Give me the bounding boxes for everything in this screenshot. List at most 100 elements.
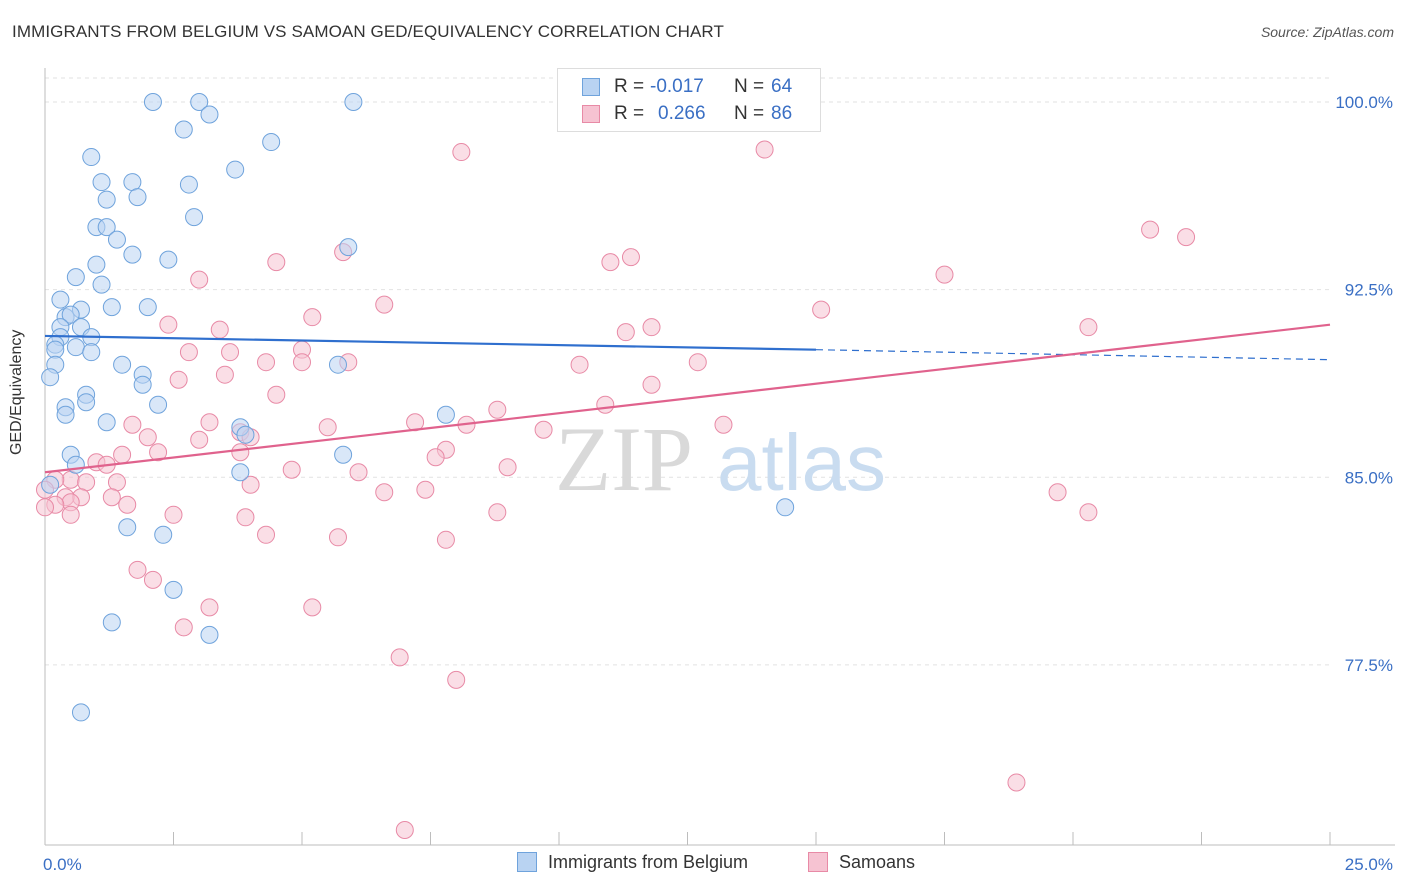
data-point: [149, 395, 168, 414]
data-point: [71, 703, 90, 722]
data-point: [107, 473, 126, 492]
data-point: [118, 518, 137, 537]
data-point: [149, 443, 168, 462]
data-point: [128, 560, 147, 579]
data-point: [303, 308, 322, 327]
belgium-points: [41, 93, 795, 722]
data-point: [92, 275, 111, 294]
data-point: [200, 598, 219, 617]
legend-swatch-blue: [582, 78, 600, 96]
watermark-atlas: atlas: [717, 418, 886, 507]
data-point: [616, 323, 635, 342]
data-point: [118, 495, 137, 514]
data-point: [621, 248, 640, 267]
data-point: [102, 488, 121, 507]
data-point: [138, 298, 157, 317]
legend-n-value: 64: [771, 76, 793, 97]
data-point: [688, 353, 707, 372]
bottom-legend-swatch-pink: [808, 852, 828, 872]
data-point: [92, 173, 111, 192]
tick-labels: 100.0% 92.5% 85.0% 77.5% 0.0% 25.0%: [43, 93, 1393, 874]
data-point: [426, 448, 445, 467]
data-point: [66, 268, 85, 287]
legend-r-value: -0.017: [650, 76, 704, 97]
data-point: [200, 413, 219, 432]
data-point: [231, 443, 250, 462]
data-point: [303, 598, 322, 617]
data-point: [570, 355, 589, 374]
data-point: [174, 618, 193, 637]
data-point: [447, 670, 466, 689]
data-point: [416, 480, 435, 499]
data-point: [390, 648, 409, 667]
data-point: [102, 298, 121, 317]
data-point: [293, 353, 311, 372]
legend-n-value: 86: [771, 103, 793, 124]
data-point: [601, 253, 620, 272]
data-point: [334, 445, 353, 464]
data-point: [143, 570, 162, 589]
data-point: [534, 420, 553, 439]
data-point: [935, 265, 954, 284]
data-point: [164, 505, 183, 524]
data-point: [215, 365, 234, 384]
data-point: [236, 508, 255, 527]
data-point: [1141, 220, 1160, 239]
legend-n-label: N =: [734, 103, 765, 124]
data-point: [200, 625, 219, 644]
data-point: [339, 238, 358, 257]
axes: [44, 68, 1395, 846]
data-point: [41, 475, 60, 494]
data-point: [143, 93, 162, 112]
legend-r-value: 0.266: [658, 103, 706, 124]
data-point: [241, 475, 260, 494]
data-point: [375, 295, 394, 314]
data-point: [226, 160, 245, 179]
data-point: [82, 148, 101, 167]
source-note: Source: ZipAtlas.com: [1260, 24, 1394, 40]
data-point: [1048, 483, 1067, 502]
data-point: [82, 343, 101, 362]
data-point: [61, 470, 80, 489]
y-tick-label: 77.5%: [1345, 656, 1393, 675]
data-point: [642, 375, 661, 394]
data-point: [257, 525, 276, 544]
data-point: [51, 290, 70, 309]
data-point: [77, 473, 96, 492]
data-point: [755, 140, 774, 159]
data-point: [36, 498, 54, 517]
data-point: [1079, 318, 1098, 337]
data-point: [375, 483, 394, 502]
y-tick-label: 85.0%: [1345, 468, 1393, 487]
data-point: [436, 530, 455, 549]
data-point: [179, 343, 198, 362]
data-point: [1177, 228, 1196, 247]
y-axis-label: GED/Equivalency: [8, 329, 25, 455]
data-point: [488, 503, 507, 522]
data-point: [97, 218, 116, 237]
data-point: [159, 250, 178, 269]
data-point: [169, 370, 188, 389]
data-point: [97, 190, 116, 209]
chart-title: IMMIGRANTS FROM BELGIUM VS SAMOAN GED/EQ…: [12, 22, 724, 41]
data-point: [200, 105, 219, 124]
data-point: [328, 528, 347, 547]
data-point: [642, 318, 661, 337]
data-point: [159, 315, 178, 334]
data-point: [282, 460, 301, 479]
data-point: [179, 175, 198, 194]
data-point: [102, 613, 121, 632]
data-point: [128, 188, 147, 207]
data-point: [1079, 503, 1098, 522]
watermark: ZIP atlas: [555, 408, 886, 510]
data-point: [210, 320, 229, 339]
data-point: [61, 505, 80, 524]
data-point: [113, 355, 132, 374]
data-point: [138, 428, 157, 447]
data-point: [812, 300, 831, 319]
data-point: [344, 93, 363, 112]
data-point: [714, 415, 733, 434]
trend-line-belgium: [44, 334, 817, 351]
data-point: [498, 458, 517, 477]
